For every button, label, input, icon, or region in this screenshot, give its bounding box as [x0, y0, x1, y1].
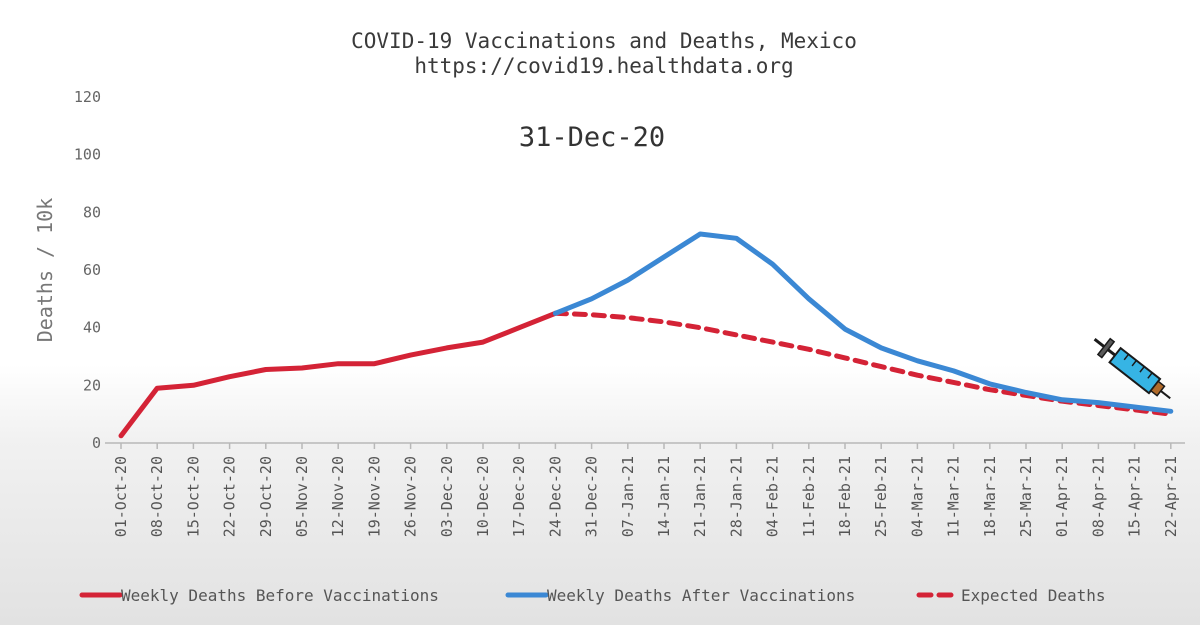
- x-tick-label: 03-Dec-20: [438, 456, 456, 537]
- series-line-0: [118, 310, 558, 439]
- series-line-1: [552, 231, 1174, 414]
- chart-title: COVID-19 Vaccinations and Deaths, Mexico: [351, 29, 857, 53]
- x-tick-label: 18-Feb-21: [836, 456, 854, 537]
- x-tick-label: 17-Dec-20: [510, 456, 528, 537]
- y-axis-ticks: 0 20 40 60 80 100 120: [74, 88, 101, 452]
- x-tick-label: 24-Dec-20: [546, 456, 564, 537]
- x-tick-label: 11-Feb-21: [800, 456, 818, 537]
- y-tick-label: 80: [83, 203, 101, 221]
- y-tick-label: 60: [83, 261, 101, 279]
- x-tick-label: 14-Jan-21: [655, 456, 673, 537]
- y-tick-label: 120: [74, 88, 101, 106]
- legend-label: Weekly Deaths Before Vaccinations: [121, 586, 439, 605]
- x-tick-label: 15-Oct-20: [184, 456, 202, 537]
- x-tick-label: 19-Nov-20: [365, 456, 383, 537]
- x-tick-label: 22-Oct-20: [221, 456, 239, 537]
- syringe-icon: [1093, 337, 1171, 400]
- x-tick-label: 25-Mar-21: [1017, 456, 1035, 537]
- x-tick-label: 04-Mar-21: [908, 456, 926, 537]
- x-tick-label: 25-Feb-21: [872, 456, 890, 537]
- x-tick-label: 29-Oct-20: [257, 456, 275, 537]
- x-tick-label: 05-Nov-20: [293, 456, 311, 537]
- x-tick-label: 28-Jan-21: [727, 456, 745, 537]
- y-tick-label: 20: [83, 376, 101, 394]
- legend-label: Weekly Deaths After Vaccinations: [547, 586, 855, 605]
- x-tick-label: 01-Apr-21: [1053, 456, 1071, 537]
- y-tick-label: 100: [74, 146, 101, 164]
- x-tick-label: 08-Apr-21: [1089, 456, 1107, 537]
- x-tick-label: 04-Feb-21: [764, 456, 782, 537]
- x-axis-ticks: 01-Oct-20 08-Oct-20 15-Oct-20 22-Oct-20 29-O…: [112, 443, 1180, 537]
- y-tick-label: 40: [83, 319, 101, 337]
- x-tick-label: 08-Oct-20: [148, 456, 166, 537]
- x-tick-label: 22-Apr-21: [1162, 456, 1180, 537]
- x-tick-label: 01-Oct-20: [112, 456, 130, 537]
- y-axis-label: Deaths / 10k: [33, 198, 57, 343]
- x-tick-label: 07-Jan-21: [619, 456, 637, 537]
- x-tick-label: 18-Mar-21: [981, 456, 999, 537]
- x-tick-label: 11-Mar-21: [945, 456, 963, 537]
- legend: Weekly Deaths Before Vaccinations Weekly …: [79, 586, 1106, 605]
- chart-subtitle: https://covid19.healthdata.org: [414, 54, 793, 78]
- x-tick-label: 31-Dec-20: [583, 456, 601, 537]
- x-tick-label: 21-Jan-21: [691, 456, 709, 537]
- x-tick-label: 10-Dec-20: [474, 456, 492, 537]
- x-tick-label: 26-Nov-20: [402, 456, 420, 537]
- x-tick-label: 15-Apr-21: [1126, 456, 1144, 537]
- legend-label: Expected Deaths: [961, 586, 1106, 605]
- current-date-label: 31-Dec-20: [519, 122, 665, 153]
- y-tick-label: 0: [92, 434, 101, 452]
- x-tick-label: 12-Nov-20: [329, 456, 347, 537]
- series-layer: [118, 231, 1174, 439]
